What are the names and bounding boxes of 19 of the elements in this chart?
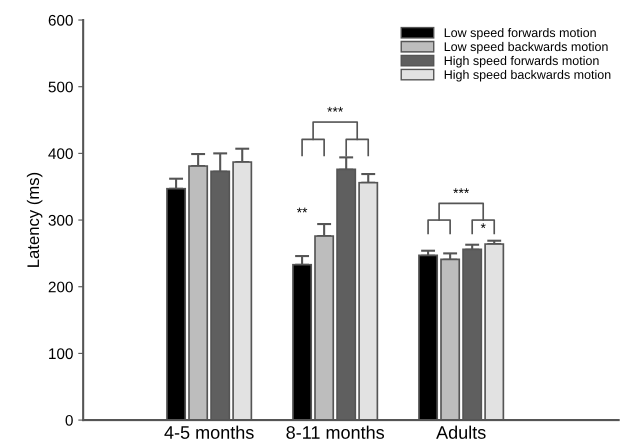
y-axis-title: Latency (ms) — [26, 172, 42, 267]
y-tick-label: 300 — [48, 214, 73, 226]
y-tick-label: 100 — [49, 348, 73, 360]
annotation: * — [480, 223, 486, 228]
legend-label: High speed backwards motion — [444, 70, 610, 82]
annotation: *** — [327, 106, 344, 112]
x-tick-label: 4-5 months — [164, 426, 254, 439]
y-tick-label: 600 — [48, 14, 73, 26]
x-tick-label: 8-11 months — [286, 426, 384, 439]
y-tick-label: 200 — [48, 282, 73, 292]
annotation: ** — [296, 208, 308, 212]
legend-label: Low speed backwards motion — [444, 42, 608, 54]
y-tick-label: 500 — [48, 82, 73, 92]
legend-label: High speed forwards motion — [444, 56, 599, 68]
x-tick-label: Adults — [436, 426, 486, 439]
y-tick-label: 400 — [48, 148, 73, 160]
legend-label: Low speed forwards motion — [444, 28, 596, 40]
annotation: *** — [453, 188, 470, 194]
y-tick-label: 0 — [66, 414, 73, 426]
